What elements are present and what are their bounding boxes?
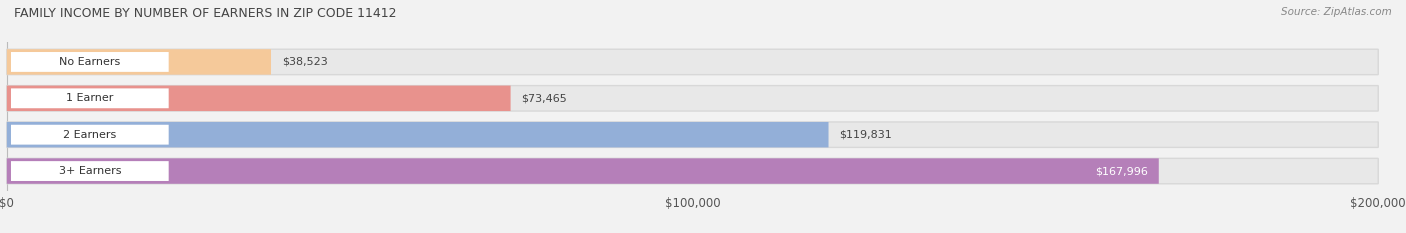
Text: $38,523: $38,523 (283, 57, 328, 67)
Text: Source: ZipAtlas.com: Source: ZipAtlas.com (1281, 7, 1392, 17)
FancyBboxPatch shape (7, 49, 1378, 75)
FancyBboxPatch shape (7, 86, 510, 111)
FancyBboxPatch shape (11, 125, 169, 145)
Text: 2 Earners: 2 Earners (63, 130, 117, 140)
Text: 3+ Earners: 3+ Earners (59, 166, 121, 176)
FancyBboxPatch shape (7, 122, 1378, 147)
FancyBboxPatch shape (11, 88, 169, 108)
Text: $119,831: $119,831 (839, 130, 893, 140)
Text: $167,996: $167,996 (1095, 166, 1147, 176)
Text: FAMILY INCOME BY NUMBER OF EARNERS IN ZIP CODE 11412: FAMILY INCOME BY NUMBER OF EARNERS IN ZI… (14, 7, 396, 20)
FancyBboxPatch shape (7, 158, 1378, 184)
FancyBboxPatch shape (7, 158, 1159, 184)
FancyBboxPatch shape (7, 49, 271, 75)
FancyBboxPatch shape (11, 161, 169, 181)
FancyBboxPatch shape (7, 122, 828, 147)
Text: No Earners: No Earners (59, 57, 121, 67)
Text: 1 Earner: 1 Earner (66, 93, 114, 103)
FancyBboxPatch shape (11, 52, 169, 72)
FancyBboxPatch shape (7, 86, 1378, 111)
Text: $73,465: $73,465 (522, 93, 567, 103)
